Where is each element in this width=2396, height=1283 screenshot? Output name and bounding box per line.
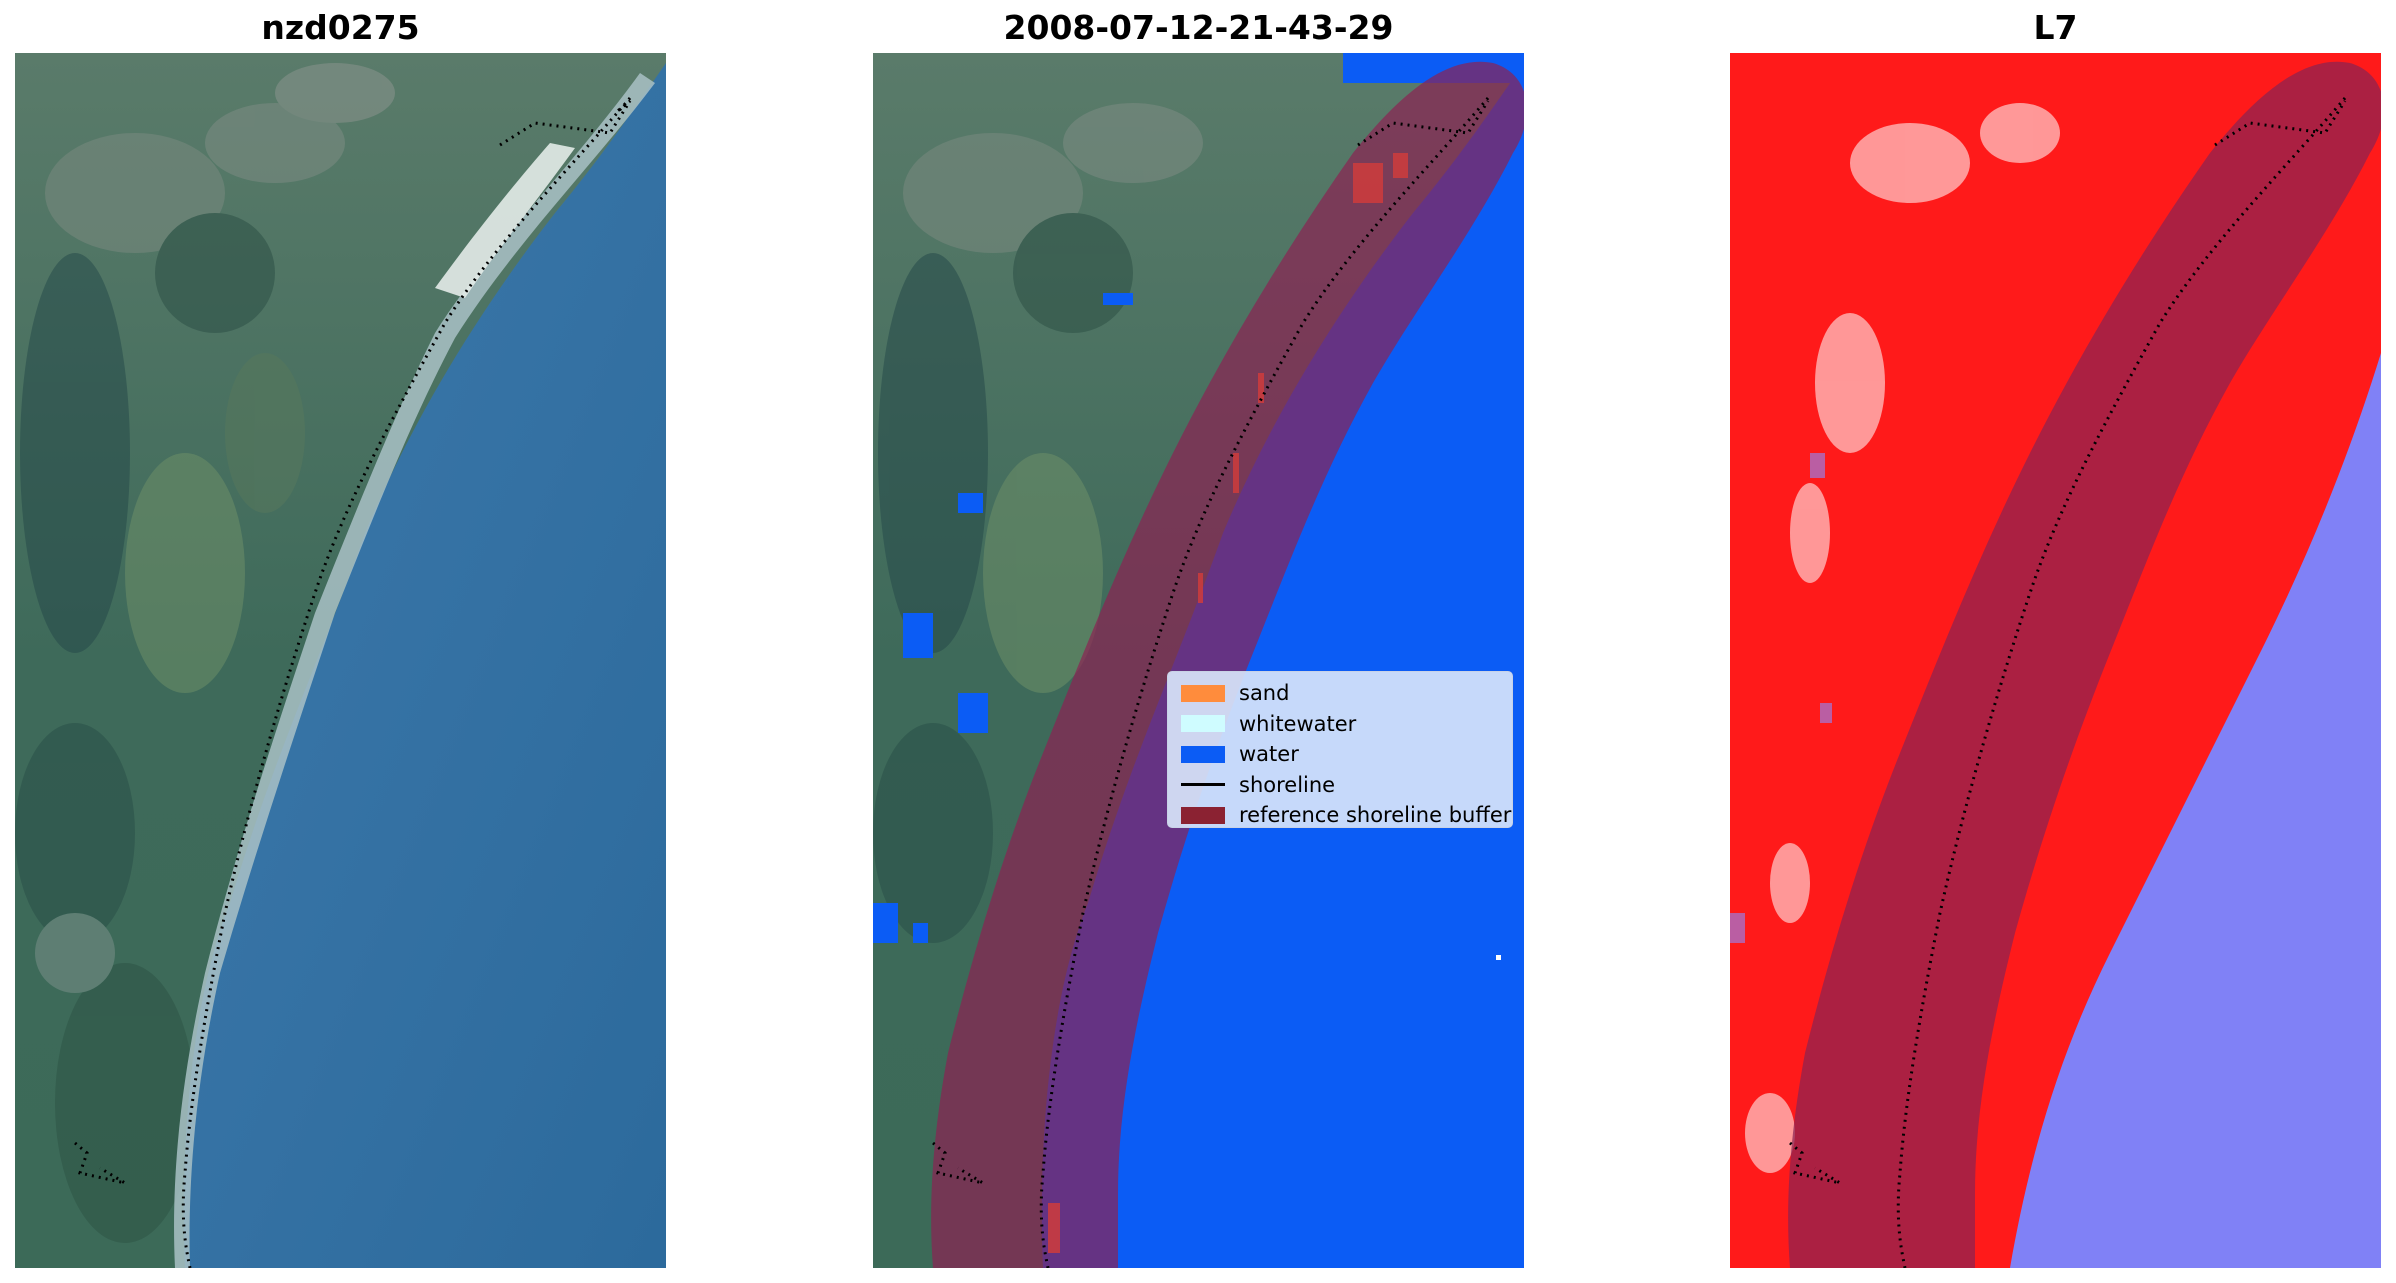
index-image-canvas	[1730, 53, 2381, 1268]
water-index-area	[2010, 203, 2381, 1268]
legend-item-water: water	[1176, 739, 1504, 770]
legend-item-shoreline: shoreline	[1176, 770, 1504, 801]
legend-item-whitewater: whitewater	[1176, 709, 1504, 740]
index-image	[1730, 53, 2381, 1268]
shoreline-south-detail	[74, 1141, 126, 1185]
water-class-inland	[873, 293, 1133, 943]
legend-item-buffer: reference shoreline buffer	[1176, 800, 1511, 831]
legend-label: sand	[1239, 681, 1290, 706]
land-index-texture	[1745, 103, 2060, 1173]
land-texture	[15, 63, 395, 1243]
panel-title-rgb: nzd0275	[261, 8, 420, 47]
reference-shoreline-buffer	[1788, 61, 2381, 1268]
shoreline-dotted	[1896, 97, 2347, 1268]
shoreline-dotted	[181, 97, 632, 1268]
land-texture	[873, 103, 1203, 943]
legend-label: water	[1239, 742, 1299, 767]
reference-shoreline-buffer	[931, 61, 1524, 1268]
legend-swatch-shoreline	[1181, 783, 1225, 787]
legend-label: shoreline	[1239, 772, 1336, 797]
water-class-area	[1041, 63, 1524, 1268]
panel-title-index: L7	[2033, 8, 2078, 47]
legend: sand whitewater water shoreline referenc…	[1167, 671, 1513, 828]
shoreline-dotted	[1039, 97, 1490, 1268]
panel-title-classified: 2008-07-12-21-43-29	[1003, 8, 1394, 47]
whitewater-pixel	[1496, 955, 1501, 960]
shoreline-north-detail	[499, 99, 632, 147]
rgb-image-canvas	[15, 53, 666, 1268]
classified-image	[873, 53, 1524, 1268]
sand-class-pixels	[1048, 153, 1408, 1253]
land-index-blue-spots	[1730, 453, 1832, 943]
classified-image-canvas	[873, 53, 1524, 1268]
sea-area	[183, 63, 666, 1268]
legend-swatch-sand	[1181, 684, 1225, 702]
legend-swatch-water	[1181, 745, 1225, 763]
legend-swatch-whitewater	[1181, 715, 1225, 733]
legend-label: whitewater	[1239, 711, 1357, 736]
legend-item-sand: sand	[1176, 678, 1504, 709]
legend-swatch-buffer	[1181, 806, 1225, 824]
legend-label: reference shoreline buffer	[1239, 803, 1512, 828]
rgb-satellite-image	[15, 53, 666, 1268]
bright-beach	[435, 143, 575, 298]
